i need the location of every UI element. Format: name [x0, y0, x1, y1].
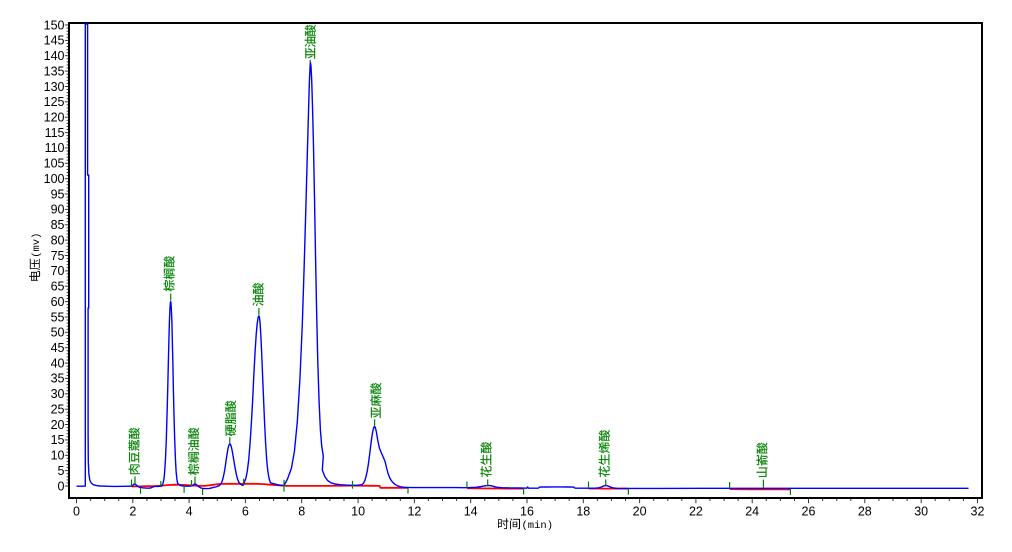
svg-text:20: 20	[633, 505, 647, 519]
svg-text:130: 130	[44, 80, 65, 94]
svg-text:16: 16	[520, 505, 534, 519]
svg-text:60: 60	[51, 295, 65, 309]
svg-text:30: 30	[914, 505, 928, 519]
svg-text:24: 24	[745, 505, 759, 519]
svg-text:35: 35	[51, 372, 65, 386]
svg-text:32: 32	[971, 505, 985, 519]
svg-text:25: 25	[51, 403, 65, 417]
svg-text:(min): (min)	[522, 520, 554, 532]
svg-text:105: 105	[44, 157, 65, 171]
svg-text:75: 75	[51, 249, 65, 263]
svg-text:65: 65	[51, 280, 65, 294]
svg-text:15: 15	[51, 433, 65, 447]
svg-text:125: 125	[44, 95, 65, 109]
svg-text:40: 40	[51, 356, 65, 370]
svg-text:150: 150	[44, 18, 65, 32]
svg-text:8: 8	[298, 505, 305, 519]
svg-text:28: 28	[858, 505, 872, 519]
svg-text:85: 85	[51, 218, 65, 232]
svg-text:110: 110	[45, 141, 65, 155]
svg-text:145: 145	[44, 34, 65, 48]
svg-text:20: 20	[51, 418, 65, 432]
svg-text:50: 50	[51, 326, 65, 340]
svg-text:26: 26	[802, 505, 816, 519]
svg-text:135: 135	[44, 64, 65, 78]
svg-text:(mv): (mv)	[31, 233, 43, 258]
svg-text:0: 0	[73, 505, 80, 519]
svg-text:12: 12	[407, 505, 421, 519]
svg-text:120: 120	[44, 111, 65, 125]
svg-text:6: 6	[242, 505, 249, 519]
svg-text:2: 2	[129, 505, 136, 519]
svg-text:5: 5	[58, 464, 65, 478]
svg-text:14: 14	[464, 505, 478, 519]
svg-text:10: 10	[51, 449, 65, 463]
svg-text:10: 10	[351, 505, 365, 519]
svg-text:70: 70	[51, 264, 65, 278]
svg-text:4: 4	[186, 505, 193, 519]
svg-text:22: 22	[689, 505, 703, 519]
svg-text:100: 100	[44, 172, 65, 186]
svg-text:45: 45	[51, 341, 65, 355]
svg-text:90: 90	[51, 203, 65, 217]
svg-text:30: 30	[51, 387, 65, 401]
svg-text:55: 55	[51, 310, 65, 324]
svg-text:80: 80	[51, 233, 65, 247]
svg-text:18: 18	[576, 505, 590, 519]
svg-text:115: 115	[45, 126, 65, 140]
svg-text:0: 0	[58, 479, 65, 493]
svg-text:140: 140	[44, 49, 65, 63]
svg-text:95: 95	[51, 187, 65, 201]
